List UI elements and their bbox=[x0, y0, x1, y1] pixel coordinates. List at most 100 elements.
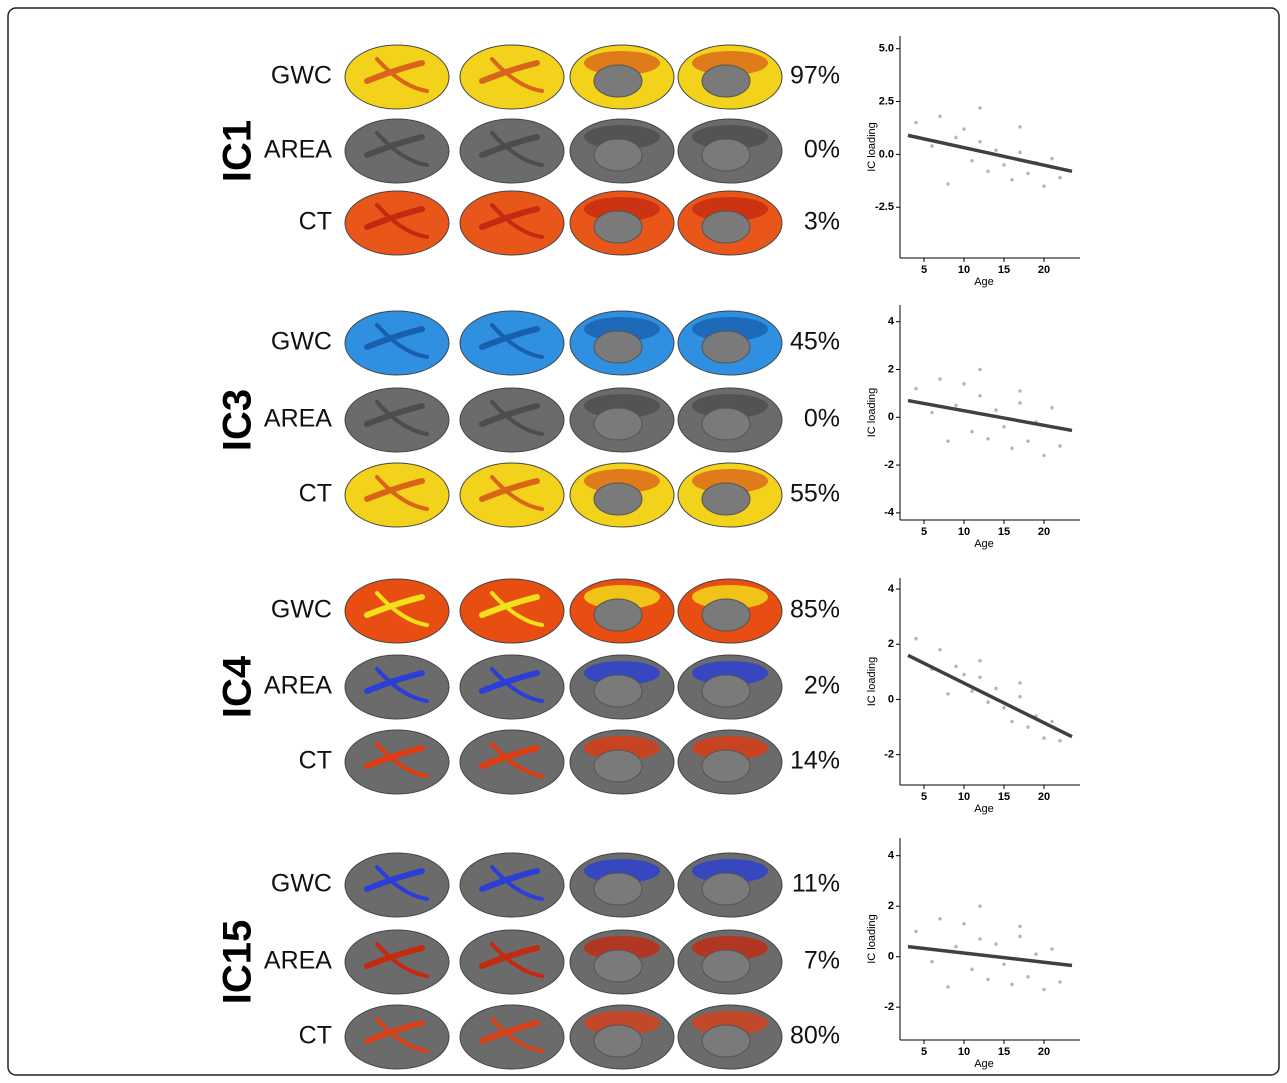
data-point bbox=[962, 922, 966, 926]
component-label: IC15 bbox=[216, 920, 260, 1005]
x-tick-label: 20 bbox=[1038, 264, 1050, 276]
data-point bbox=[1010, 178, 1014, 182]
medial-wall bbox=[702, 65, 750, 97]
variance-share: 85% bbox=[790, 596, 840, 624]
data-point bbox=[1018, 150, 1022, 154]
x-tick-label: 10 bbox=[958, 791, 970, 803]
measure-label: GWC bbox=[271, 870, 332, 898]
y-tick-label: 0 bbox=[888, 951, 894, 963]
medial-wall bbox=[594, 331, 642, 363]
data-point bbox=[946, 692, 950, 696]
measure-label: GWC bbox=[271, 596, 332, 624]
data-point bbox=[1018, 125, 1022, 129]
medial-wall bbox=[594, 950, 642, 982]
data-point bbox=[938, 917, 942, 921]
x-tick-label: 5 bbox=[921, 264, 927, 276]
medial-wall bbox=[594, 1025, 642, 1057]
x-tick-label: 5 bbox=[921, 526, 927, 538]
data-point bbox=[1010, 447, 1014, 451]
medial-wall bbox=[702, 139, 750, 171]
variance-share: 55% bbox=[790, 480, 840, 508]
data-point bbox=[1002, 163, 1006, 167]
figure: IC1GWC97%AREA0%CT3%IC3GWC45%AREA0%CT55%I… bbox=[0, 0, 1287, 1083]
x-tick-label: 5 bbox=[921, 1046, 927, 1058]
data-point bbox=[938, 377, 942, 381]
x-tick-label: 10 bbox=[958, 1046, 970, 1058]
y-tick-label: 4 bbox=[888, 850, 895, 862]
variance-share: 14% bbox=[790, 747, 840, 775]
variance-share: 80% bbox=[790, 1022, 840, 1050]
y-tick-label: -2 bbox=[884, 1001, 894, 1013]
data-point bbox=[978, 659, 982, 663]
data-point bbox=[986, 170, 990, 174]
data-point bbox=[946, 182, 950, 186]
data-point bbox=[970, 968, 974, 972]
data-point bbox=[914, 387, 918, 391]
medial-wall bbox=[702, 599, 750, 631]
y-tick-label: -4 bbox=[884, 507, 895, 519]
data-point bbox=[1050, 406, 1054, 410]
data-point bbox=[1002, 962, 1006, 966]
variance-share: 0% bbox=[804, 405, 840, 433]
data-point bbox=[1050, 720, 1054, 724]
data-point bbox=[1010, 983, 1014, 987]
data-point bbox=[1026, 725, 1030, 729]
data-point bbox=[914, 637, 918, 641]
data-point bbox=[1058, 444, 1062, 448]
data-point bbox=[1042, 184, 1046, 188]
y-tick-label: 2.5 bbox=[879, 95, 894, 107]
measure-label: AREA bbox=[264, 136, 332, 164]
measure-label: CT bbox=[299, 208, 332, 236]
data-point bbox=[1002, 425, 1006, 429]
x-tick-label: 15 bbox=[998, 526, 1010, 538]
data-point bbox=[978, 904, 982, 908]
data-point bbox=[1018, 925, 1022, 929]
medial-wall bbox=[702, 750, 750, 782]
y-tick-label: 2 bbox=[888, 363, 894, 375]
variance-share: 7% bbox=[804, 947, 840, 975]
data-point bbox=[1042, 988, 1046, 992]
x-tick-label: 20 bbox=[1038, 1046, 1050, 1058]
data-point bbox=[914, 121, 918, 125]
measure-label: AREA bbox=[264, 672, 332, 700]
y-tick-label: 0 bbox=[888, 693, 894, 705]
measure-label: GWC bbox=[271, 62, 332, 90]
medial-wall bbox=[594, 599, 642, 631]
data-point bbox=[946, 439, 950, 443]
data-point bbox=[938, 648, 942, 652]
y-tick-label: -2 bbox=[884, 749, 894, 761]
data-point bbox=[1018, 695, 1022, 699]
data-point bbox=[962, 382, 966, 386]
data-point bbox=[1018, 389, 1022, 393]
y-tick-label: -2.5 bbox=[875, 201, 894, 213]
x-tick-label: 20 bbox=[1038, 791, 1050, 803]
data-point bbox=[1058, 980, 1062, 984]
data-point bbox=[954, 136, 958, 140]
variance-share: 97% bbox=[790, 62, 840, 90]
data-point bbox=[1058, 176, 1062, 180]
y-tick-label: -2 bbox=[884, 459, 894, 471]
y-tick-label: 2 bbox=[888, 900, 894, 912]
measure-label: GWC bbox=[271, 328, 332, 356]
medial-wall bbox=[702, 873, 750, 905]
data-point bbox=[978, 106, 982, 110]
y-tick-label: 5.0 bbox=[879, 43, 894, 55]
data-point bbox=[930, 411, 934, 415]
data-point bbox=[994, 408, 998, 412]
data-point bbox=[1026, 975, 1030, 979]
data-point bbox=[930, 960, 934, 964]
data-point bbox=[954, 404, 958, 408]
data-point bbox=[954, 945, 958, 949]
medial-wall bbox=[702, 950, 750, 982]
data-point bbox=[994, 942, 998, 946]
variance-share: 0% bbox=[804, 136, 840, 164]
y-axis-label: IC loading bbox=[866, 388, 878, 438]
medial-wall bbox=[702, 408, 750, 440]
data-point bbox=[962, 673, 966, 677]
y-tick-label: 0.0 bbox=[879, 148, 894, 160]
medial-wall bbox=[594, 408, 642, 440]
data-point bbox=[1034, 952, 1038, 956]
variance-share: 45% bbox=[790, 328, 840, 356]
data-point bbox=[1042, 454, 1046, 458]
y-tick-label: 2 bbox=[888, 638, 894, 650]
